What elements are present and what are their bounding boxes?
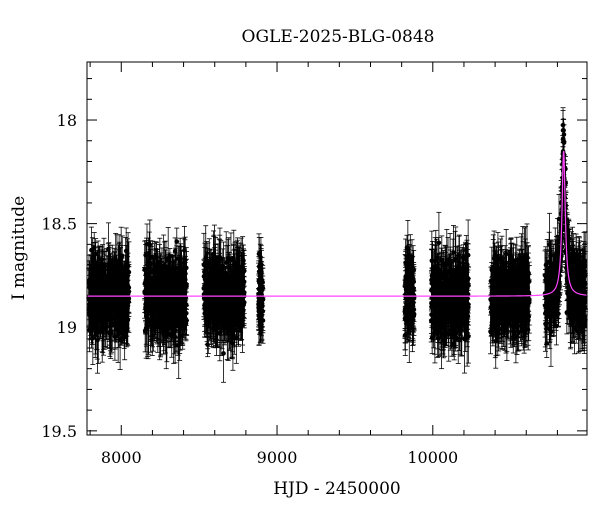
y-tick-label: 19.5 <box>41 422 77 441</box>
y-axis-label: I magnitude <box>9 196 29 300</box>
data-points <box>86 107 588 383</box>
y-tick-label: 18 <box>57 111 77 130</box>
data-point <box>109 314 115 353</box>
y-tick-label: 19 <box>57 318 77 337</box>
x-tick-label: 9000 <box>257 448 298 467</box>
chart-title: OGLE-2025-BLG-0848 <box>242 27 435 47</box>
x-axis-label: HJD - 2450000 <box>273 479 401 499</box>
y-tick-label: 18.5 <box>41 215 77 234</box>
x-tick-label: 8000 <box>101 448 142 467</box>
data-point <box>106 262 112 302</box>
x-tick-label: 10000 <box>407 448 458 467</box>
